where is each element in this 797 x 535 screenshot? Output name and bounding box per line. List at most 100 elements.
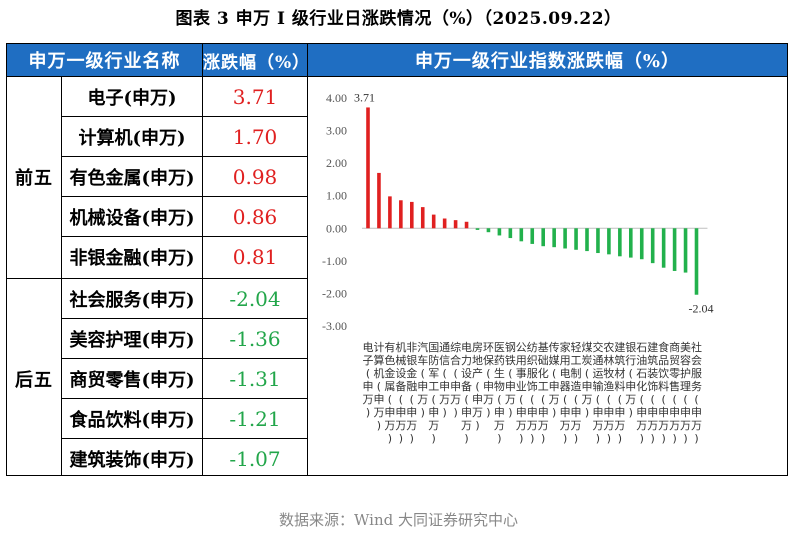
- y-tick-label: -1.00: [322, 254, 347, 268]
- group-label: 后五: [15, 370, 53, 391]
- bar-1: [366, 107, 370, 229]
- change-value: -1.21: [229, 406, 281, 431]
- x-tick-label: 纺织服饰(申万): [527, 340, 538, 445]
- x-tick-label: 非银金融(申万): [406, 341, 417, 445]
- y-tick-label: -3.00: [322, 319, 347, 333]
- industry-name: 建筑装饰(申万): [69, 449, 195, 471]
- bar-9: [453, 220, 458, 229]
- change-value: -1.07: [229, 446, 281, 471]
- x-tick-label: 计算机(申万): [373, 341, 384, 432]
- x-tick-label: 社会服务(申万): [691, 340, 702, 445]
- change-value: -1.36: [229, 326, 281, 351]
- x-tick-label: 交通运输(申万): [592, 340, 603, 445]
- row-divider: [202, 116, 308, 117]
- bar-26: [639, 228, 644, 260]
- bar-16: [530, 228, 535, 244]
- row-divider: [61, 116, 207, 117]
- change-value: 0.98: [232, 164, 278, 189]
- row-divider: [61, 196, 207, 197]
- bar-18: [552, 228, 556, 248]
- x-tick-label: 电力设备(申万): [461, 341, 472, 445]
- bar-27: [650, 228, 655, 264]
- bar-7: [431, 214, 436, 229]
- x-tick-label: 房地产(申万): [472, 341, 483, 432]
- industry-name: 社会服务(申万): [69, 289, 195, 311]
- x-tick-label: 传媒(申万): [549, 341, 560, 419]
- bar-4: [399, 200, 403, 229]
- bar-20: [574, 228, 578, 250]
- x-tick-label: 电子(申万): [363, 341, 374, 419]
- x-tick-label: 综合(申万): [450, 340, 461, 419]
- y-tick-label: 0.00: [326, 221, 347, 235]
- x-tick-label: 美容护理(申万): [680, 341, 691, 445]
- bar-6: [420, 207, 425, 229]
- change-value: 0.81: [232, 244, 278, 269]
- x-tick-label: 农林牧渔(申万): [603, 340, 614, 445]
- bar-31: [694, 228, 699, 295]
- grid-line: [202, 44, 203, 475]
- x-tick-label: 食品饮料(申万): [658, 340, 669, 445]
- header-chart: 申万一级行业指数涨跌幅（%）: [308, 44, 787, 76]
- bar-19: [563, 228, 567, 249]
- bar-5: [410, 201, 414, 229]
- row-divider: [202, 438, 308, 439]
- grid-line: [6, 76, 788, 77]
- x-tick-label: 有色金属(申万): [384, 340, 395, 445]
- x-tick-label: 建筑装饰(申万): [647, 340, 658, 445]
- bar-25: [629, 228, 633, 258]
- x-tick-label: 国防军工(申万): [428, 341, 439, 445]
- x-tick-label: 建筑材料(申万): [614, 340, 625, 445]
- bar-28: [661, 228, 666, 268]
- bar-chart: 4.00 3.00 2.00 1.00 0.00 -1.00 -2.00 -3.00 3.71 -…: [322, 90, 714, 445]
- x-tick-label: 汽车(申万): [417, 340, 428, 419]
- bar-12: [486, 228, 491, 233]
- bar-15: [519, 228, 524, 242]
- row-divider: [202, 236, 308, 237]
- bar-3: [388, 196, 392, 229]
- bar-14: [508, 228, 513, 239]
- x-tick-label: 基础化工(申万): [538, 341, 549, 445]
- bar-10: [464, 221, 469, 229]
- industry-name: 非银金融(申万): [69, 247, 195, 269]
- bar-21: [585, 228, 589, 252]
- industry-name: 食品饮料(申万): [69, 409, 195, 431]
- bar-11: [475, 228, 480, 230]
- table-frame: [6, 43, 788, 476]
- x-tick-label: 家用电器(申万): [560, 340, 571, 445]
- industry-name: 计算机(申万): [78, 127, 186, 149]
- industry-name: 商贸零售(申万): [69, 369, 195, 391]
- grid-line: [6, 278, 308, 279]
- row-divider: [202, 196, 308, 197]
- y-tick-label: 4.00: [326, 91, 347, 105]
- bar-29: [672, 228, 677, 271]
- industry-name: 机械设备(申万): [69, 207, 195, 229]
- row-divider: [202, 156, 308, 157]
- group-label: 前五: [15, 168, 53, 189]
- data-source: 数据来源：Wind 大同证券研究中心: [279, 511, 518, 529]
- change-value: -1.31: [229, 366, 281, 391]
- x-tick-label: 公用事业(申万): [516, 341, 527, 445]
- bar-23: [607, 228, 611, 255]
- bar-17: [541, 228, 545, 247]
- row-divider: [61, 236, 207, 237]
- row-divider: [202, 358, 308, 359]
- row-divider: [61, 438, 207, 439]
- change-value: 0.86: [232, 204, 278, 229]
- x-tick-label: 医药生物(申万): [494, 341, 505, 445]
- bar-30: [683, 228, 688, 273]
- industry-name: 有色金属(申万): [69, 167, 195, 189]
- row-divider: [61, 318, 207, 319]
- bar-2: [377, 172, 381, 229]
- row-divider: [202, 398, 308, 399]
- y-tick-label: 3.00: [326, 124, 347, 138]
- x-tick-label: 煤炭(申万): [582, 341, 593, 419]
- x-tick-label: 机械设备(申万): [395, 340, 406, 445]
- bar-13: [497, 228, 502, 236]
- header-industry-name: 申万一级行业名称: [7, 44, 202, 76]
- change-value: 3.71: [232, 84, 278, 109]
- y-tick-label: 1.00: [326, 189, 347, 203]
- grid-line: [307, 44, 308, 475]
- industry-name: 电子(申万): [87, 87, 177, 109]
- row-divider: [61, 156, 207, 157]
- bar-24: [618, 228, 622, 257]
